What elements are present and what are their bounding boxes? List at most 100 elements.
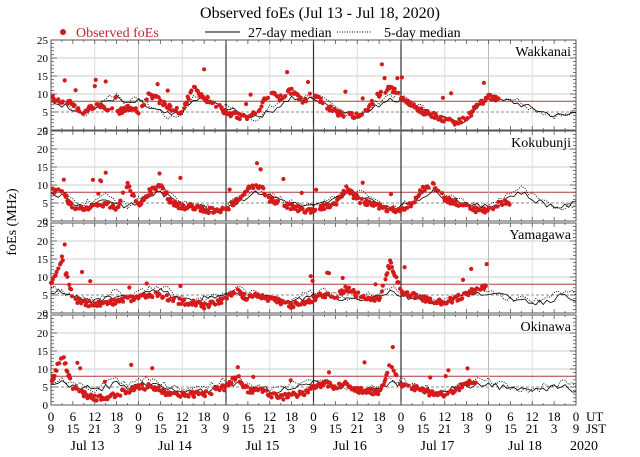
observed-point (426, 185, 431, 190)
x-tick-label-jst: 9 (398, 421, 405, 436)
ut-label: UT (586, 409, 603, 424)
observed-point (469, 113, 474, 118)
observed-point (340, 275, 345, 281)
x-tick-label-ut: 0 (485, 409, 492, 424)
observed-point (269, 395, 274, 400)
observed-point (449, 198, 455, 203)
x-tick-label-jst: 15 (66, 421, 79, 436)
observed-point (343, 190, 348, 195)
x-tick-label-ut: 18 (548, 409, 561, 424)
day-label: Jul 17 (421, 439, 455, 454)
observed-point (167, 297, 172, 302)
observed-point (236, 374, 241, 379)
observed-point (354, 295, 359, 300)
observed-point (229, 381, 234, 386)
observed-point (213, 302, 218, 307)
x-tick-label-ut: 6 (245, 409, 252, 424)
observed-point (78, 366, 83, 371)
observed-point (102, 379, 107, 384)
observed-point (326, 271, 332, 276)
observed-point (473, 380, 478, 385)
x-tick-label-jst: 9 (310, 421, 317, 436)
y-tick-label: 15 (37, 162, 49, 174)
observed-point (189, 88, 194, 93)
observed-point (285, 395, 291, 400)
x-tick-label-jst: 3 (376, 421, 383, 436)
observed-point (465, 115, 470, 121)
observed-point (53, 273, 58, 278)
observed-point (171, 296, 177, 301)
day-label: Jul 16 (333, 439, 367, 454)
x-tick-label-ut: 0 (223, 409, 230, 424)
observed-point (341, 114, 346, 119)
observed-point (150, 366, 155, 371)
legend: Observed foEs 27-day median 5-day median (60, 26, 461, 41)
observed-point (313, 207, 318, 212)
observed-point (182, 106, 187, 111)
observed-point (483, 283, 488, 289)
observed-point (469, 266, 474, 271)
observed-point (283, 94, 288, 99)
observed-point (487, 205, 492, 210)
observed-point (56, 266, 61, 271)
observed-point (89, 392, 94, 397)
observed-point (385, 271, 390, 276)
observed-point (428, 375, 433, 380)
y-tick-label: 5 (43, 107, 49, 119)
observed-point (318, 96, 323, 101)
observed-point (87, 299, 92, 304)
observed-point (69, 294, 75, 299)
y-tick-label: 25 (37, 126, 49, 138)
observed-point (360, 96, 365, 101)
observed-point (283, 391, 288, 397)
observed-point (59, 254, 64, 259)
observed-point (88, 279, 93, 284)
observed-point (310, 278, 315, 283)
observed-point (67, 373, 72, 378)
observed-point (288, 378, 293, 383)
observed-point (118, 393, 123, 398)
observed-point (210, 205, 215, 211)
observed-point (209, 392, 214, 397)
observed-point (149, 191, 154, 196)
observed-point (439, 191, 445, 196)
observed-point (265, 298, 270, 303)
x-tick-label-ut: 0 (573, 409, 580, 424)
observed-point (402, 265, 407, 270)
x-axis: 0961512211830961512211830961512211830961… (48, 409, 607, 454)
observed-point (291, 305, 296, 310)
observed-point (402, 382, 407, 387)
observed-point (120, 190, 126, 195)
observed-point (224, 296, 229, 301)
legend-median5-label: 5-day median (384, 26, 461, 41)
observed-point (383, 205, 388, 210)
observed-point (257, 107, 262, 113)
observed-point (258, 167, 263, 172)
observed-point (103, 79, 108, 84)
observed-point (379, 62, 384, 67)
x-tick-label-jst: 15 (154, 421, 167, 436)
y-tick-label: 25 (37, 35, 49, 47)
observed-point (281, 397, 286, 402)
y-tick-label: 15 (37, 254, 49, 266)
y-tick-label: 10 (37, 364, 49, 376)
observed-point (440, 95, 445, 100)
legend-observed-label: Observed foEs (76, 26, 159, 41)
observed-point (133, 106, 138, 111)
observed-point (186, 97, 191, 102)
observed-point (289, 86, 294, 91)
observed-point (378, 89, 383, 94)
observed-point (153, 187, 158, 192)
observed-point (64, 271, 69, 276)
observed-point (399, 75, 404, 80)
observed-point (334, 202, 339, 207)
observed-point (253, 111, 258, 116)
x-tick-label-ut: 0 (135, 409, 142, 424)
observed-point (61, 355, 66, 360)
observed-point (67, 282, 72, 287)
x-tick-label-jst: 15 (504, 421, 517, 436)
observed-point (254, 161, 260, 166)
observed-point (361, 293, 366, 298)
observed-point (200, 204, 205, 209)
